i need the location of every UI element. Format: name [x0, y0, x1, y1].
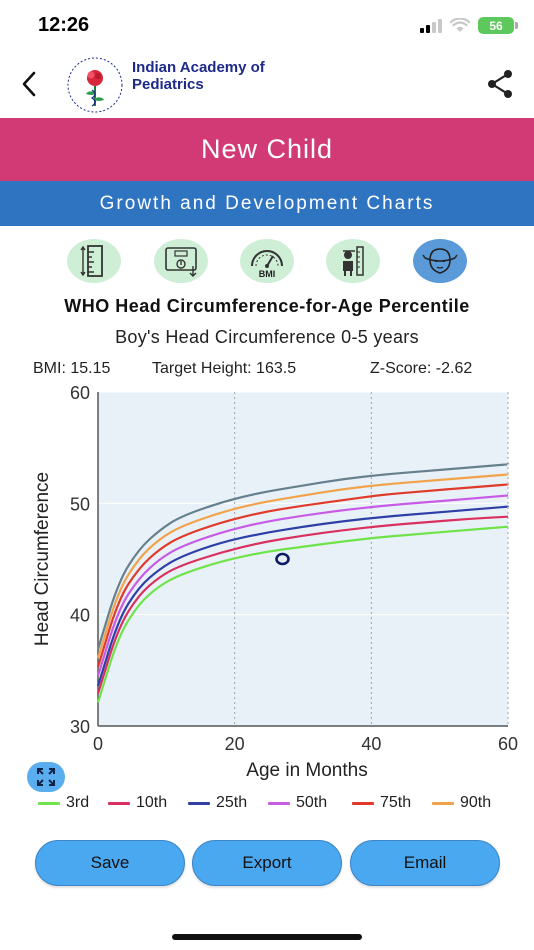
- share-icon: [488, 70, 512, 98]
- height-chart-icon: [80, 245, 103, 277]
- legend-item-10th: 10th: [108, 794, 167, 812]
- series-line-10th: [96, 515, 509, 695]
- weight-scale-icon: [165, 247, 197, 277]
- status-bar: 12:26 56: [0, 0, 534, 50]
- x-axis-label: Age in Months: [246, 760, 367, 781]
- export-button[interactable]: Export: [192, 840, 342, 886]
- bmi-gauge-icon: BMI: [251, 250, 283, 278]
- share-button[interactable]: [484, 68, 516, 100]
- series-line-50th: [96, 494, 509, 677]
- series-line-90th: [96, 473, 510, 659]
- chevron-left-icon: [22, 71, 36, 97]
- chart-subtitle: Boy's Head Circumference 0-5 years: [115, 327, 419, 347]
- wifi-icon: [450, 18, 470, 32]
- legend-swatch: [268, 801, 290, 805]
- legend-label: 10th: [136, 794, 168, 811]
- legend-swatch: [38, 801, 60, 805]
- legend-item-90th: 90th: [432, 794, 491, 812]
- legend-label: 75th: [380, 794, 412, 811]
- page-title: New Child: [0, 118, 534, 181]
- legend-item-75th: 75th: [352, 794, 411, 812]
- expand-chart-button[interactable]: [27, 762, 65, 792]
- legend-swatch: [108, 801, 130, 805]
- child-data-point: [275, 552, 290, 566]
- status-icons: 56: [420, 17, 518, 34]
- y-tick-label: 50: [70, 494, 90, 514]
- tab-weight-chart[interactable]: [154, 239, 208, 283]
- head-circumference-icon: [422, 248, 458, 274]
- y-axis-label: Head Circumference: [32, 472, 53, 646]
- legend-swatch: [188, 801, 210, 805]
- legend-item-50th: 50th: [268, 794, 327, 812]
- legend-swatch: [432, 801, 454, 805]
- chart-title: WHO Head Circumference-for-Age Percentil…: [64, 296, 470, 316]
- tab-target-height[interactable]: [326, 239, 380, 283]
- save-button[interactable]: Save: [35, 840, 185, 886]
- legend-item-3rd: 3rd: [38, 794, 89, 812]
- zscore-value: Z-Score: -2.62: [370, 360, 473, 377]
- x-tick-label: 0: [93, 734, 103, 754]
- x-tick-label: 40: [361, 734, 381, 754]
- svg-text:BMI: BMI: [259, 269, 276, 278]
- home-indicator: [172, 934, 362, 940]
- legend-swatch: [352, 801, 374, 805]
- battery-icon: 56: [478, 17, 518, 34]
- legend-label: 90th: [460, 794, 492, 811]
- back-button[interactable]: [14, 64, 44, 104]
- section-subtitle: Growth and Development Charts: [0, 181, 534, 226]
- x-tick-label: 60: [498, 734, 518, 754]
- child-measure-icon: [343, 246, 364, 276]
- signal-icon: [420, 18, 442, 33]
- tab-head-circumference[interactable]: [413, 239, 467, 283]
- expand-icon: [37, 768, 55, 786]
- legend-label: 3rd: [66, 794, 90, 811]
- bmi-value: BMI: 15.15: [33, 360, 111, 377]
- legend-label: 50th: [296, 794, 328, 811]
- tab-height-chart[interactable]: [67, 239, 121, 283]
- email-button[interactable]: Email: [350, 840, 500, 886]
- series-line-3rd: [96, 525, 509, 703]
- organization-name: Indian Academy of Pediatrics: [132, 59, 265, 93]
- chart-type-tabs: BMI: [0, 236, 534, 288]
- series-line-75th: [96, 483, 510, 668]
- target-height-value: Target Height: 163.5: [152, 360, 297, 377]
- series-line-upper: [96, 463, 510, 650]
- legend-item-25th: 25th: [188, 794, 247, 812]
- legend-label: 25th: [216, 794, 248, 811]
- iap-logo: [67, 57, 123, 113]
- growth-chart: 30 40 50 60 0 20 40 60 Age in Months Head Circumf…: [32, 383, 518, 781]
- x-tick-label: 20: [225, 734, 245, 754]
- app-header: Indian Academy of Pediatrics: [0, 50, 534, 118]
- tab-bmi-chart[interactable]: BMI: [240, 239, 294, 283]
- status-time: 12:26: [38, 14, 90, 36]
- y-tick-label: 60: [70, 383, 90, 403]
- series-line-25th: [96, 505, 510, 687]
- y-tick-label: 30: [70, 717, 90, 737]
- plot-area: [98, 392, 508, 726]
- y-tick-label: 40: [70, 606, 90, 626]
- chart-legend: 3rd 10th 25th 50th 75th 90th: [38, 794, 518, 814]
